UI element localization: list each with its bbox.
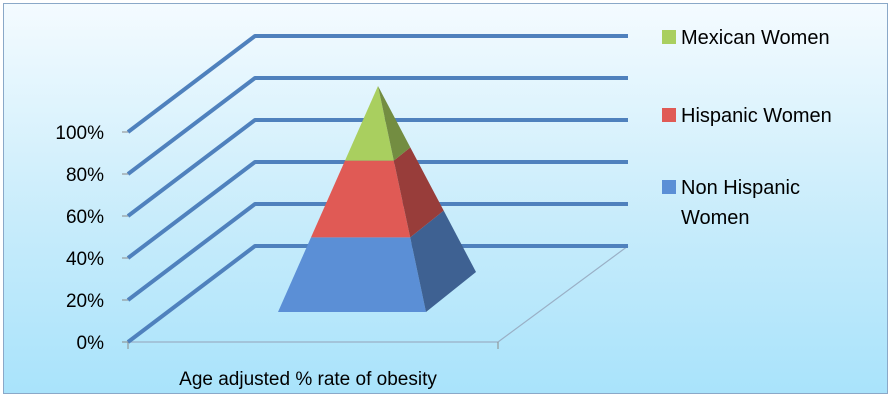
legend-item-mexican-women: Mexican Women	[662, 27, 830, 49]
y-tick-label: 0%	[77, 333, 105, 354]
gridline-0pct	[126, 244, 628, 344]
legend-label-line-2: Women	[681, 207, 750, 229]
segment-front-hispanic-women	[311, 160, 411, 238]
gridline-40pct	[126, 160, 628, 260]
gridline-60pct	[126, 118, 628, 218]
chart-walls	[127, 245, 629, 349]
y-tick-label: 40%	[66, 249, 104, 270]
gridline-80pct	[126, 76, 628, 176]
legend-swatch-non-hispanic-women	[662, 180, 676, 194]
segment-side-non-hispanic-women	[410, 210, 476, 312]
legend-label-hispanic-women: Hispanic Women	[681, 105, 832, 127]
pyramid	[278, 86, 476, 312]
y-axis-ticks: 0% 20% 40% 60% 80% 100%	[55, 123, 128, 354]
legend: Mexican Women Hispanic Women Non Hispani…	[662, 27, 832, 229]
legend-label-line-1: Non Hispanic	[681, 177, 800, 199]
legend-label-mexican-women: Mexican Women	[681, 27, 830, 49]
legend-label-non-hispanic-women: Non Hispanic Women	[681, 177, 806, 229]
legend-swatch-mexican-women	[662, 30, 676, 44]
segment-side-hispanic-women	[393, 147, 444, 238]
y-tick-label: 80%	[66, 165, 104, 186]
gridline-20pct	[126, 202, 628, 302]
legend-item-non-hispanic-women: Non Hispanic Women	[662, 177, 806, 229]
segment-front-mexican-women	[345, 86, 394, 161]
y-tick-label: 100%	[55, 123, 104, 144]
y-tick-label: 20%	[66, 291, 104, 312]
x-category-label: Age adjusted % rate of obesity	[179, 369, 437, 390]
gridline-100pct	[126, 34, 628, 134]
segment-front-non-hispanic-women	[278, 237, 426, 312]
legend-item-hispanic-women: Hispanic Women	[662, 105, 832, 127]
y-tick-label: 60%	[66, 207, 104, 228]
gridlines	[126, 34, 628, 344]
segment-side-mexican-women	[378, 86, 411, 161]
legend-swatch-hispanic-women	[662, 108, 676, 122]
